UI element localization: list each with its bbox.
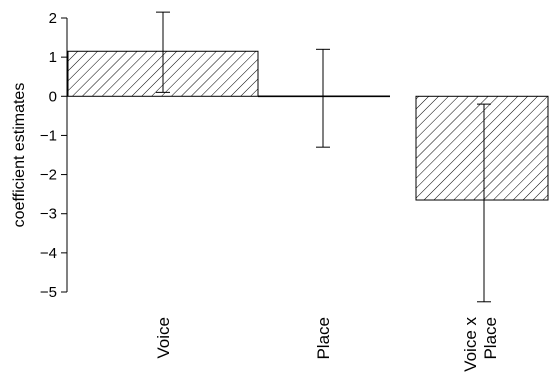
y-tick-label: −4 bbox=[40, 245, 57, 262]
y-tick-label: 0 bbox=[49, 88, 57, 105]
x-category-label: Voice x bbox=[461, 317, 480, 372]
y-tick-label: 1 bbox=[49, 49, 57, 66]
y-tick-label: −1 bbox=[40, 127, 57, 144]
y-tick-label: −3 bbox=[40, 206, 57, 223]
x-category-label: Voice bbox=[154, 317, 173, 359]
y-tick-label: 2 bbox=[49, 10, 57, 27]
y-axis-title: coefficient estimates bbox=[11, 83, 28, 228]
y-axis: 2 1 0 −1 −2 −3 −4 −5 bbox=[40, 10, 68, 301]
category-labels-group: Voice Place Voice x Place bbox=[154, 317, 500, 372]
y-tick-label: −5 bbox=[40, 284, 57, 301]
x-category-label: Place bbox=[314, 317, 333, 360]
bars-group bbox=[67, 50, 549, 201]
x-category-label: Place bbox=[481, 317, 500, 360]
error-bars-group bbox=[156, 11, 491, 303]
y-tick-label: −2 bbox=[40, 167, 57, 184]
bar bbox=[415, 95, 549, 201]
